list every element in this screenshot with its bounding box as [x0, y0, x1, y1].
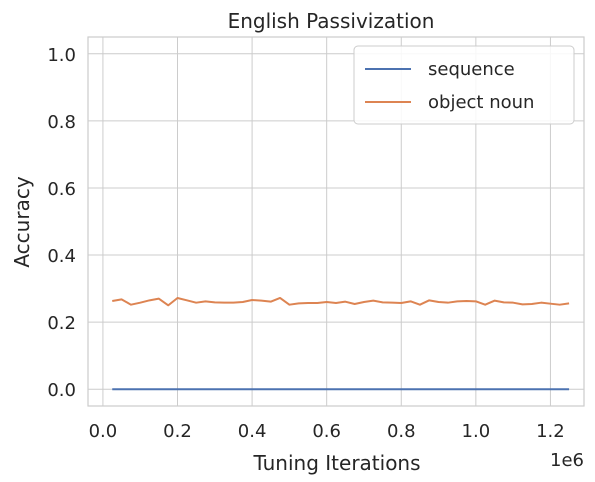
x-tick-label: 1.0: [462, 421, 491, 442]
chart-title: English Passivization: [228, 9, 435, 33]
legend-label-sequence: sequence: [428, 59, 515, 80]
y-tick-label: 0.4: [47, 246, 76, 267]
x-tick-label: 0.2: [163, 421, 192, 442]
y-tick-label: 0.6: [47, 179, 76, 200]
legend-box: [353, 45, 575, 125]
x-tick-label: 0.4: [238, 421, 267, 442]
y-tick-label: 1.0: [47, 45, 76, 66]
plot-frame: [87, 36, 585, 407]
y-tick-label: 0.2: [47, 313, 76, 334]
y-axis-label: Accuracy: [10, 176, 34, 267]
x-axis-offset-text: 1e6: [550, 450, 584, 471]
series-line-object-noun: [112, 296, 570, 307]
legend: sequence object noun: [353, 45, 575, 125]
x-tick-label: 0.0: [89, 421, 118, 442]
x-axis-label: Tuning Iterations: [252, 451, 420, 475]
y-tick-label: 0.0: [47, 380, 76, 401]
y-tick-labels: 0.0 0.2 0.4 0.6 0.8 1.0: [47, 45, 76, 401]
x-tick-label: 0.8: [387, 421, 416, 442]
x-tick-label: 1.2: [536, 421, 565, 442]
x-tick-labels: 0.0 0.2 0.4 0.6 0.8 1.0 1.2: [89, 421, 565, 442]
legend-label-object-noun: object noun: [428, 92, 534, 113]
series-lines: [112, 296, 570, 391]
x-tick-label: 0.6: [312, 421, 341, 442]
y-tick-label: 0.8: [47, 112, 76, 133]
